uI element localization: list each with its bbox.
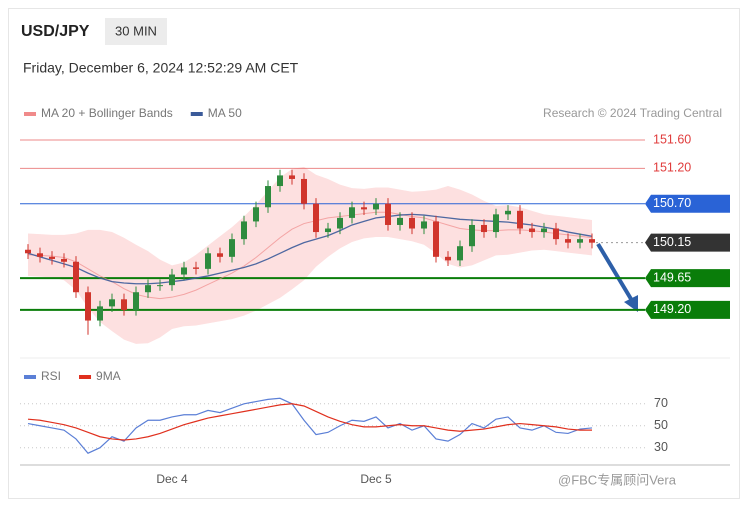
level-badge <box>645 194 730 213</box>
candle-body <box>157 285 163 287</box>
candle-body <box>433 221 439 257</box>
interval: 30 MIN <box>115 23 157 38</box>
candle-body <box>481 224 487 233</box>
candle-body <box>49 256 55 259</box>
legend-label: MA 50 <box>208 106 242 120</box>
level-label: 150.15 <box>653 235 691 249</box>
credit: Research © 2024 Trading Central <box>543 106 722 120</box>
candle-body <box>25 249 31 254</box>
candle-body <box>289 175 295 179</box>
candle-body <box>301 178 307 204</box>
x-tick-label: Dec 4 <box>156 472 188 486</box>
legend-label: RSI <box>41 369 61 383</box>
y-tick-label: 30 <box>654 440 668 454</box>
level-label: 149.65 <box>653 270 691 284</box>
level-badge <box>645 300 730 319</box>
candle-body <box>553 228 559 240</box>
level-label: 150.70 <box>653 196 691 210</box>
candle-body <box>193 267 199 269</box>
level-label: 151.20 <box>653 161 691 175</box>
candle-body <box>409 217 415 229</box>
candle-body <box>277 175 283 187</box>
y-tick-label: 70 <box>654 396 668 410</box>
level-label: 151.60 <box>653 132 691 146</box>
legend-swatch <box>24 375 36 379</box>
legend-swatch <box>190 112 203 116</box>
datetime: Friday, December 6, 2024 12:52:29 AM CET <box>23 60 299 76</box>
candle-body <box>577 239 583 243</box>
candle-body <box>505 210 511 215</box>
symbol: USD/JPY <box>21 23 90 40</box>
candle-body <box>589 239 595 243</box>
legend-swatch <box>24 112 36 116</box>
candle-body <box>109 299 115 307</box>
candle-body <box>121 299 127 310</box>
legend-label: MA 20 + Bollinger Bands <box>41 106 173 120</box>
candle-body <box>457 246 463 261</box>
candle-body <box>169 274 175 286</box>
candle-body <box>241 221 247 240</box>
candle-body <box>205 253 211 269</box>
candle-body <box>541 228 547 233</box>
candle-body <box>61 258 67 262</box>
level-label: 149.20 <box>653 302 691 316</box>
x-tick-label: Dec 5 <box>360 472 392 486</box>
legend-label: 9MA <box>96 369 121 383</box>
candle-body <box>313 203 319 233</box>
candle-body <box>517 210 523 229</box>
series-line <box>27 403 592 441</box>
candle-body <box>217 253 223 257</box>
candle-body <box>337 217 343 229</box>
candle-body <box>145 285 151 293</box>
y-tick-label: 50 <box>654 418 668 432</box>
candle-body <box>229 239 235 257</box>
candle-body <box>325 228 331 233</box>
interval-badge[interactable] <box>105 18 167 45</box>
candle-body <box>265 186 271 208</box>
watermark: @FBC专属顾问Vera <box>558 472 677 487</box>
bollinger-band <box>28 166 592 344</box>
forecast-arrow-head <box>624 295 638 312</box>
candle-body <box>445 256 451 261</box>
candle-body <box>181 267 187 275</box>
candle-body <box>529 228 535 233</box>
candle-body <box>565 239 571 243</box>
candle-body <box>493 214 499 233</box>
candle-body <box>253 207 259 222</box>
candle-body <box>349 207 355 218</box>
candle-body <box>385 203 391 225</box>
candle-body <box>97 306 103 321</box>
candle-body <box>373 203 379 210</box>
level-badge <box>645 269 730 288</box>
candle-body <box>85 292 91 321</box>
candle-body <box>397 217 403 225</box>
candle-body <box>37 253 43 257</box>
candle-body <box>133 292 139 310</box>
candle-body <box>421 221 427 229</box>
candle-body <box>73 261 79 293</box>
forecast-arrow <box>596 242 636 306</box>
legend-swatch <box>79 375 92 379</box>
level-badge <box>645 233 730 252</box>
candle-body <box>361 207 367 210</box>
candle-body <box>469 224 475 247</box>
